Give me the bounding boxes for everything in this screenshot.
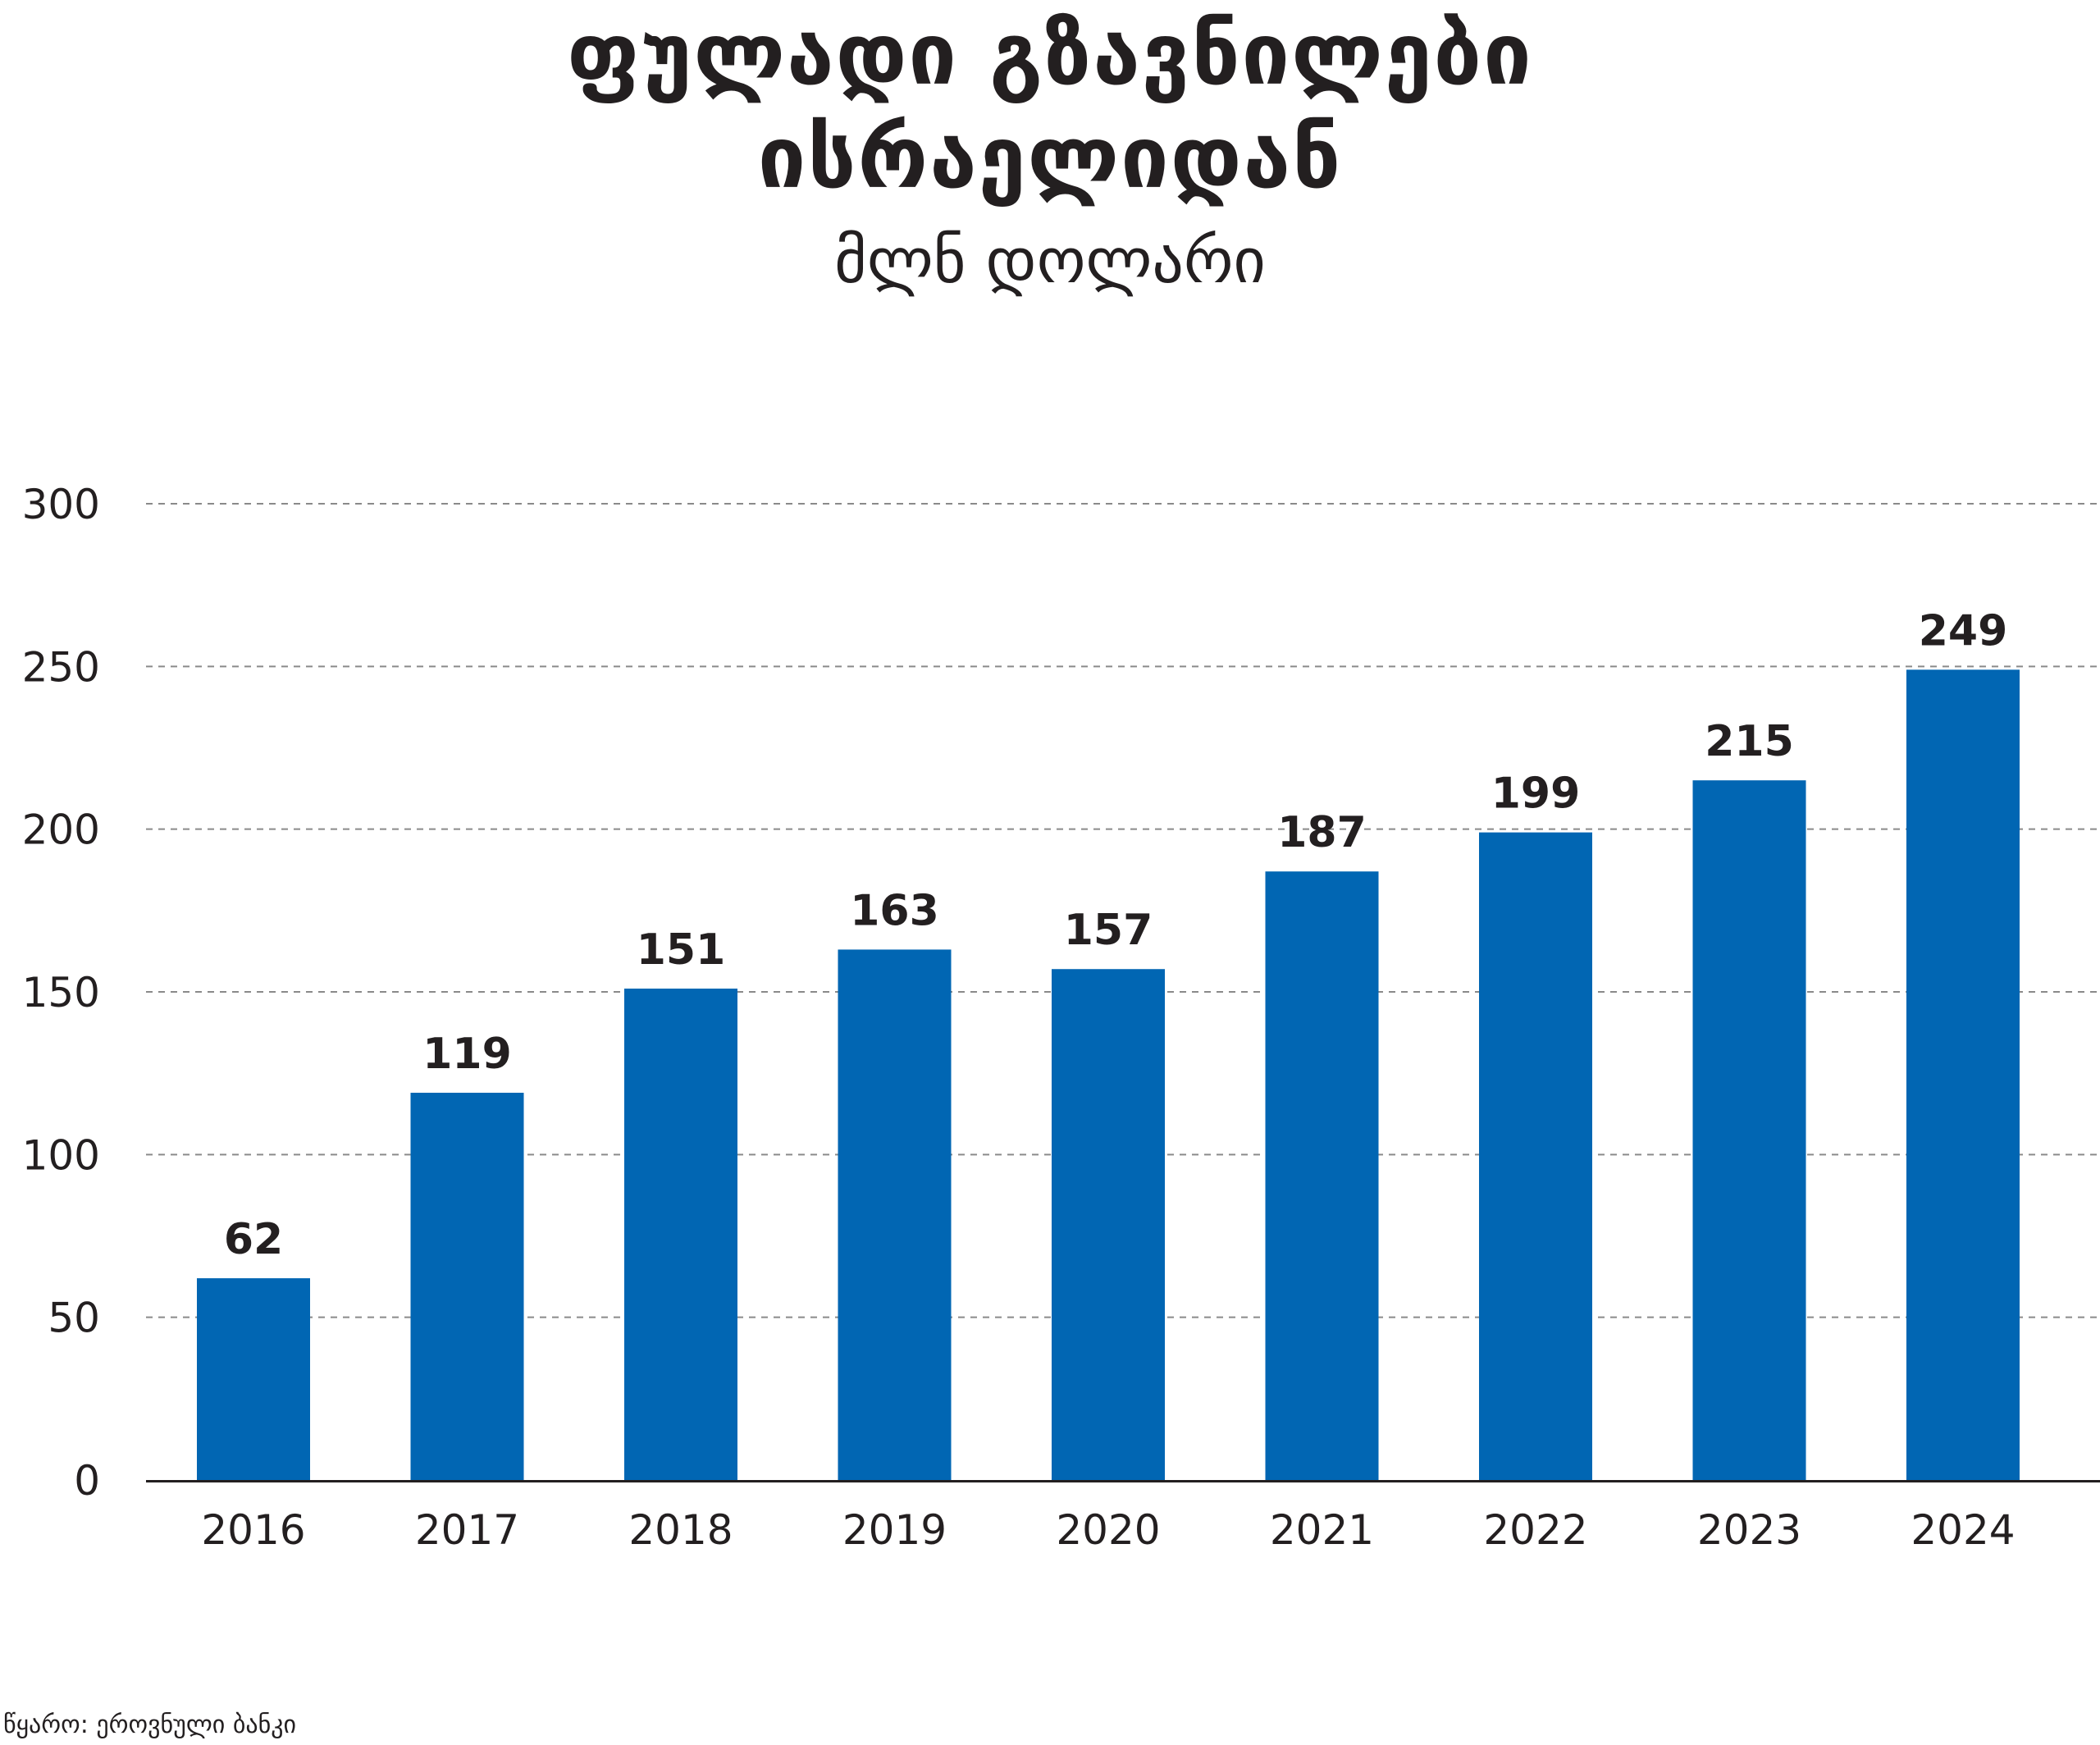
chart-subtitle: მლნ დოლარი <box>834 224 1266 297</box>
bar <box>197 1278 310 1480</box>
bars <box>197 669 2020 1480</box>
bar <box>624 989 737 1480</box>
bar <box>838 949 952 1480</box>
bar <box>1479 832 1592 1480</box>
data-label: 151 <box>637 925 726 975</box>
y-tick-label: 150 <box>22 969 100 1016</box>
data-label: 163 <box>850 886 939 935</box>
chart-title-line-1: ფულადი გზავნილები <box>567 4 1533 104</box>
bar <box>1052 969 1165 1480</box>
bar <box>1265 871 1379 1480</box>
x-tick-label: 2021 <box>1270 1506 1374 1554</box>
data-label: 215 <box>1705 717 1794 766</box>
x-tick-label: 2020 <box>1056 1506 1160 1554</box>
source-note: წყარო: ეროვნული ბანკი <box>3 1711 297 1739</box>
chart-title-line-2: ისრაელიდან <box>757 107 1343 208</box>
x-tick-label: 2024 <box>1911 1506 2015 1554</box>
data-label: 187 <box>1277 808 1367 857</box>
bar <box>1692 780 1806 1480</box>
y-tick-label: 50 <box>48 1295 100 1342</box>
bar <box>410 1092 524 1480</box>
data-label: 157 <box>1064 906 1153 955</box>
data-label: 119 <box>422 1030 512 1079</box>
x-tick-label: 2016 <box>201 1506 305 1554</box>
x-tick-label: 2019 <box>842 1506 947 1554</box>
y-tick-label: 100 <box>22 1131 100 1179</box>
x-tick-label: 2022 <box>1483 1506 1587 1554</box>
x-tick-label: 2017 <box>415 1506 519 1554</box>
y-tick-label: 250 <box>22 643 100 691</box>
x-tick-label: 2018 <box>628 1506 733 1554</box>
y-tick-label: 0 <box>74 1457 100 1505</box>
x-axis-tick-labels: 2016 2017 2018 2019 2020 2021 2022 2023 2024 <box>201 1506 2015 1554</box>
x-tick-label: 2023 <box>1697 1506 1801 1554</box>
data-labels: 62 119 151 163 157 187 199 215 249 <box>224 606 2007 1264</box>
bar <box>1906 669 2020 1480</box>
data-label: 249 <box>1919 606 2008 656</box>
y-tick-label: 200 <box>22 806 100 854</box>
data-label: 199 <box>1491 770 1581 819</box>
data-label: 62 <box>224 1215 283 1264</box>
y-tick-label: 300 <box>22 481 100 528</box>
y-axis-tick-labels: 0 50 100 150 200 250 300 <box>22 481 100 1505</box>
